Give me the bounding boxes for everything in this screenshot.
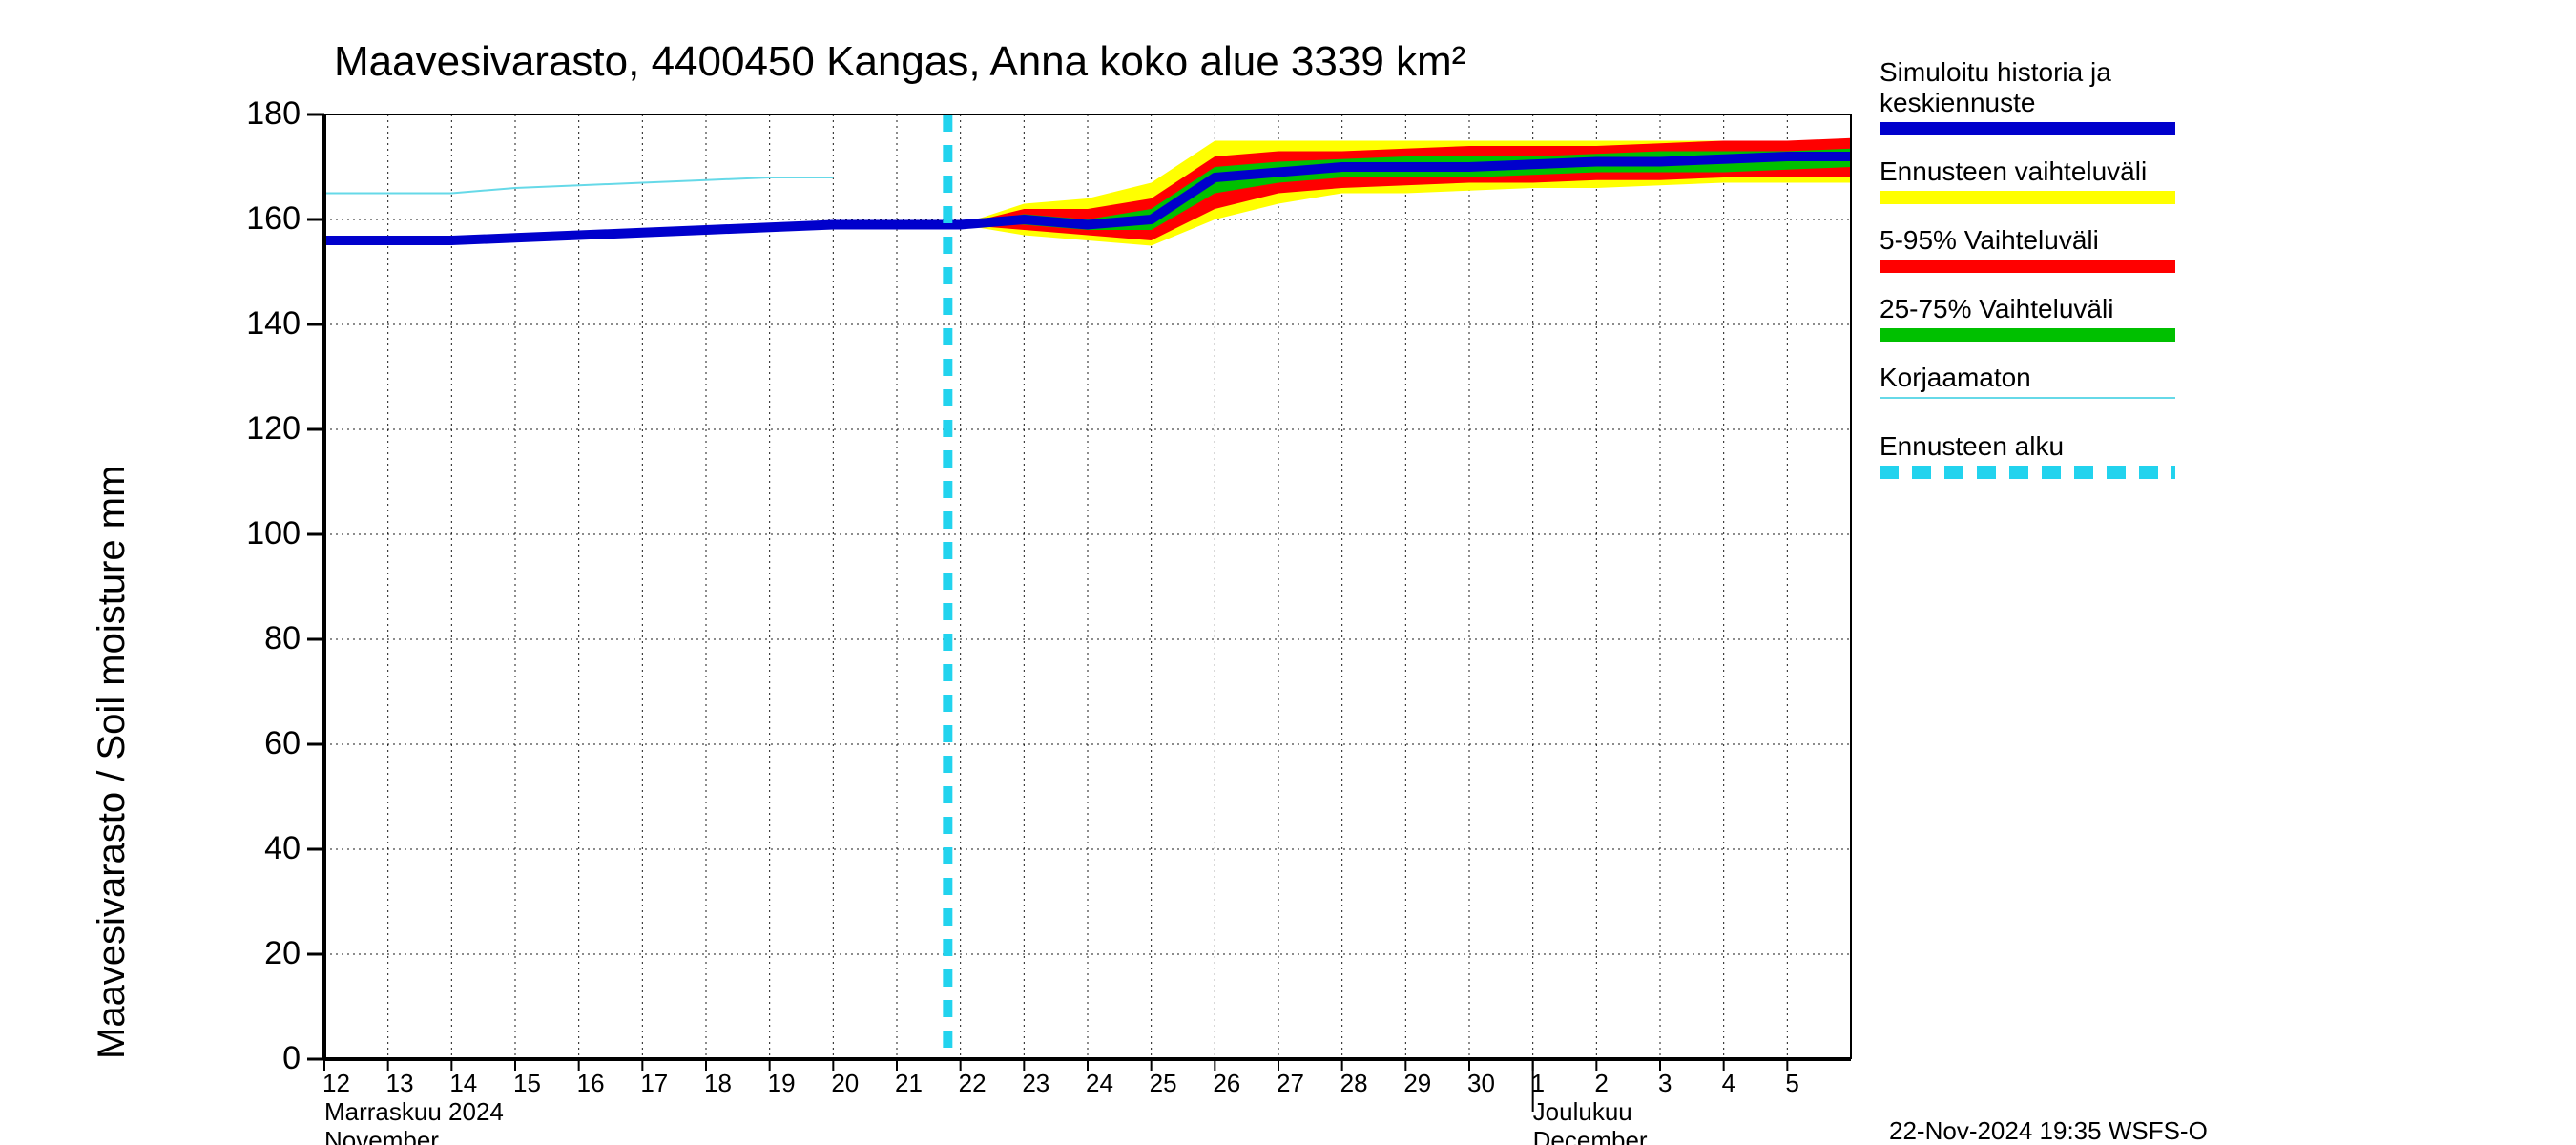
legend-swatch xyxy=(1880,191,2175,204)
x-tick-label: 12 xyxy=(322,1069,370,1098)
x-tick-label: 15 xyxy=(513,1069,561,1098)
y-tick-label: 180 xyxy=(219,95,301,133)
y-tick-label: 140 xyxy=(219,305,301,343)
x-month-fi: Joulukuu xyxy=(1533,1097,1632,1127)
x-tick-label: 1 xyxy=(1531,1069,1579,1098)
x-tick-label: 24 xyxy=(1086,1069,1133,1098)
legend-label: Simuloitu historia ja xyxy=(1880,57,2111,88)
x-tick-label: 3 xyxy=(1658,1069,1706,1098)
x-tick-label: 27 xyxy=(1277,1069,1324,1098)
x-month-en: December xyxy=(1533,1126,1648,1145)
x-tick-label: 23 xyxy=(1022,1069,1070,1098)
legend-swatch xyxy=(1880,260,2175,273)
x-tick-label: 25 xyxy=(1150,1069,1197,1098)
x-tick-label: 30 xyxy=(1467,1069,1515,1098)
legend-label: keskiennuste xyxy=(1880,88,2035,118)
legend-label: Ennusteen alku xyxy=(1880,431,2064,462)
legend-label: Korjaamaton xyxy=(1880,363,2031,393)
x-tick-label: 29 xyxy=(1403,1069,1451,1098)
y-tick-label: 0 xyxy=(219,1040,301,1077)
y-tick-label: 120 xyxy=(219,410,301,448)
legend-swatch xyxy=(1880,466,2175,479)
legend-swatch xyxy=(1880,122,2175,135)
x-tick-label: 2 xyxy=(1594,1069,1642,1098)
y-tick-label: 20 xyxy=(219,935,301,972)
legend-swatch xyxy=(1880,328,2175,342)
x-tick-label: 20 xyxy=(831,1069,879,1098)
x-tick-label: 16 xyxy=(577,1069,625,1098)
y-tick-label: 60 xyxy=(219,725,301,762)
x-tick-label: 5 xyxy=(1785,1069,1833,1098)
x-tick-label: 14 xyxy=(449,1069,497,1098)
y-tick-label: 100 xyxy=(219,515,301,552)
y-tick-label: 40 xyxy=(219,830,301,867)
x-tick-label: 26 xyxy=(1213,1069,1260,1098)
x-tick-label: 17 xyxy=(640,1069,688,1098)
plot-area xyxy=(0,0,2576,1145)
legend-label: 25-75% Vaihteluväli xyxy=(1880,294,2113,324)
chart-footer: 22-Nov-2024 19:35 WSFS-O xyxy=(1889,1116,2208,1145)
x-tick-label: 22 xyxy=(959,1069,1007,1098)
x-tick-label: 19 xyxy=(768,1069,816,1098)
x-tick-label: 4 xyxy=(1722,1069,1770,1098)
x-tick-label: 28 xyxy=(1340,1069,1388,1098)
x-tick-label: 21 xyxy=(895,1069,943,1098)
x-month-fi: Marraskuu 2024 xyxy=(324,1097,504,1127)
legend-swatch xyxy=(1880,397,2175,399)
x-month-en: November xyxy=(324,1126,439,1145)
soil-moisture-chart: Maavesivarasto, 4400450 Kangas, Anna kok… xyxy=(0,0,2576,1145)
legend-label: 5-95% Vaihteluväli xyxy=(1880,225,2099,256)
y-tick-label: 160 xyxy=(219,200,301,238)
x-tick-label: 18 xyxy=(704,1069,752,1098)
y-tick-label: 80 xyxy=(219,620,301,657)
legend-label: Ennusteen vaihteluväli xyxy=(1880,156,2147,187)
x-tick-label: 13 xyxy=(386,1069,434,1098)
